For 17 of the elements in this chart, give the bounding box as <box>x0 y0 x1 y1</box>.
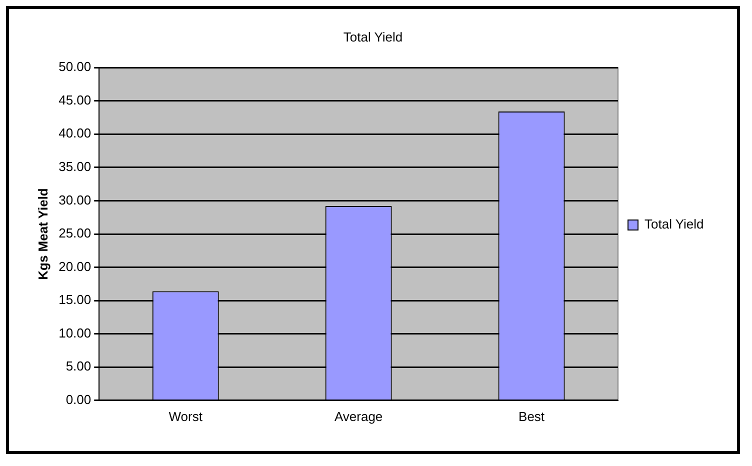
y-tick-label: 25.00 <box>58 226 92 241</box>
y-tick-label: 5.00 <box>66 358 92 374</box>
y-tick-label: 30.00 <box>58 192 92 208</box>
y-tick-label: 20.00 <box>58 258 92 274</box>
y-axis-title: Kgs Meat Yield <box>35 188 50 280</box>
x-tick-label: Best <box>518 408 545 424</box>
y-tick-label: 10.00 <box>58 325 92 340</box>
y-tick-label: 40.00 <box>58 126 92 141</box>
y-tick-label: 50.00 <box>58 59 92 74</box>
x-tick-label: Worst <box>168 408 203 424</box>
chart-title: Total Yield <box>343 29 403 44</box>
y-tick-label: 45.00 <box>58 92 92 108</box>
x-tick-label: Average <box>334 408 383 424</box>
y-tick-label: 15.00 <box>58 292 92 308</box>
y-tick-label: 0.00 <box>66 392 92 407</box>
y-tick-label: 35.00 <box>58 159 92 174</box>
legend-label: Total Yield <box>644 216 704 232</box>
